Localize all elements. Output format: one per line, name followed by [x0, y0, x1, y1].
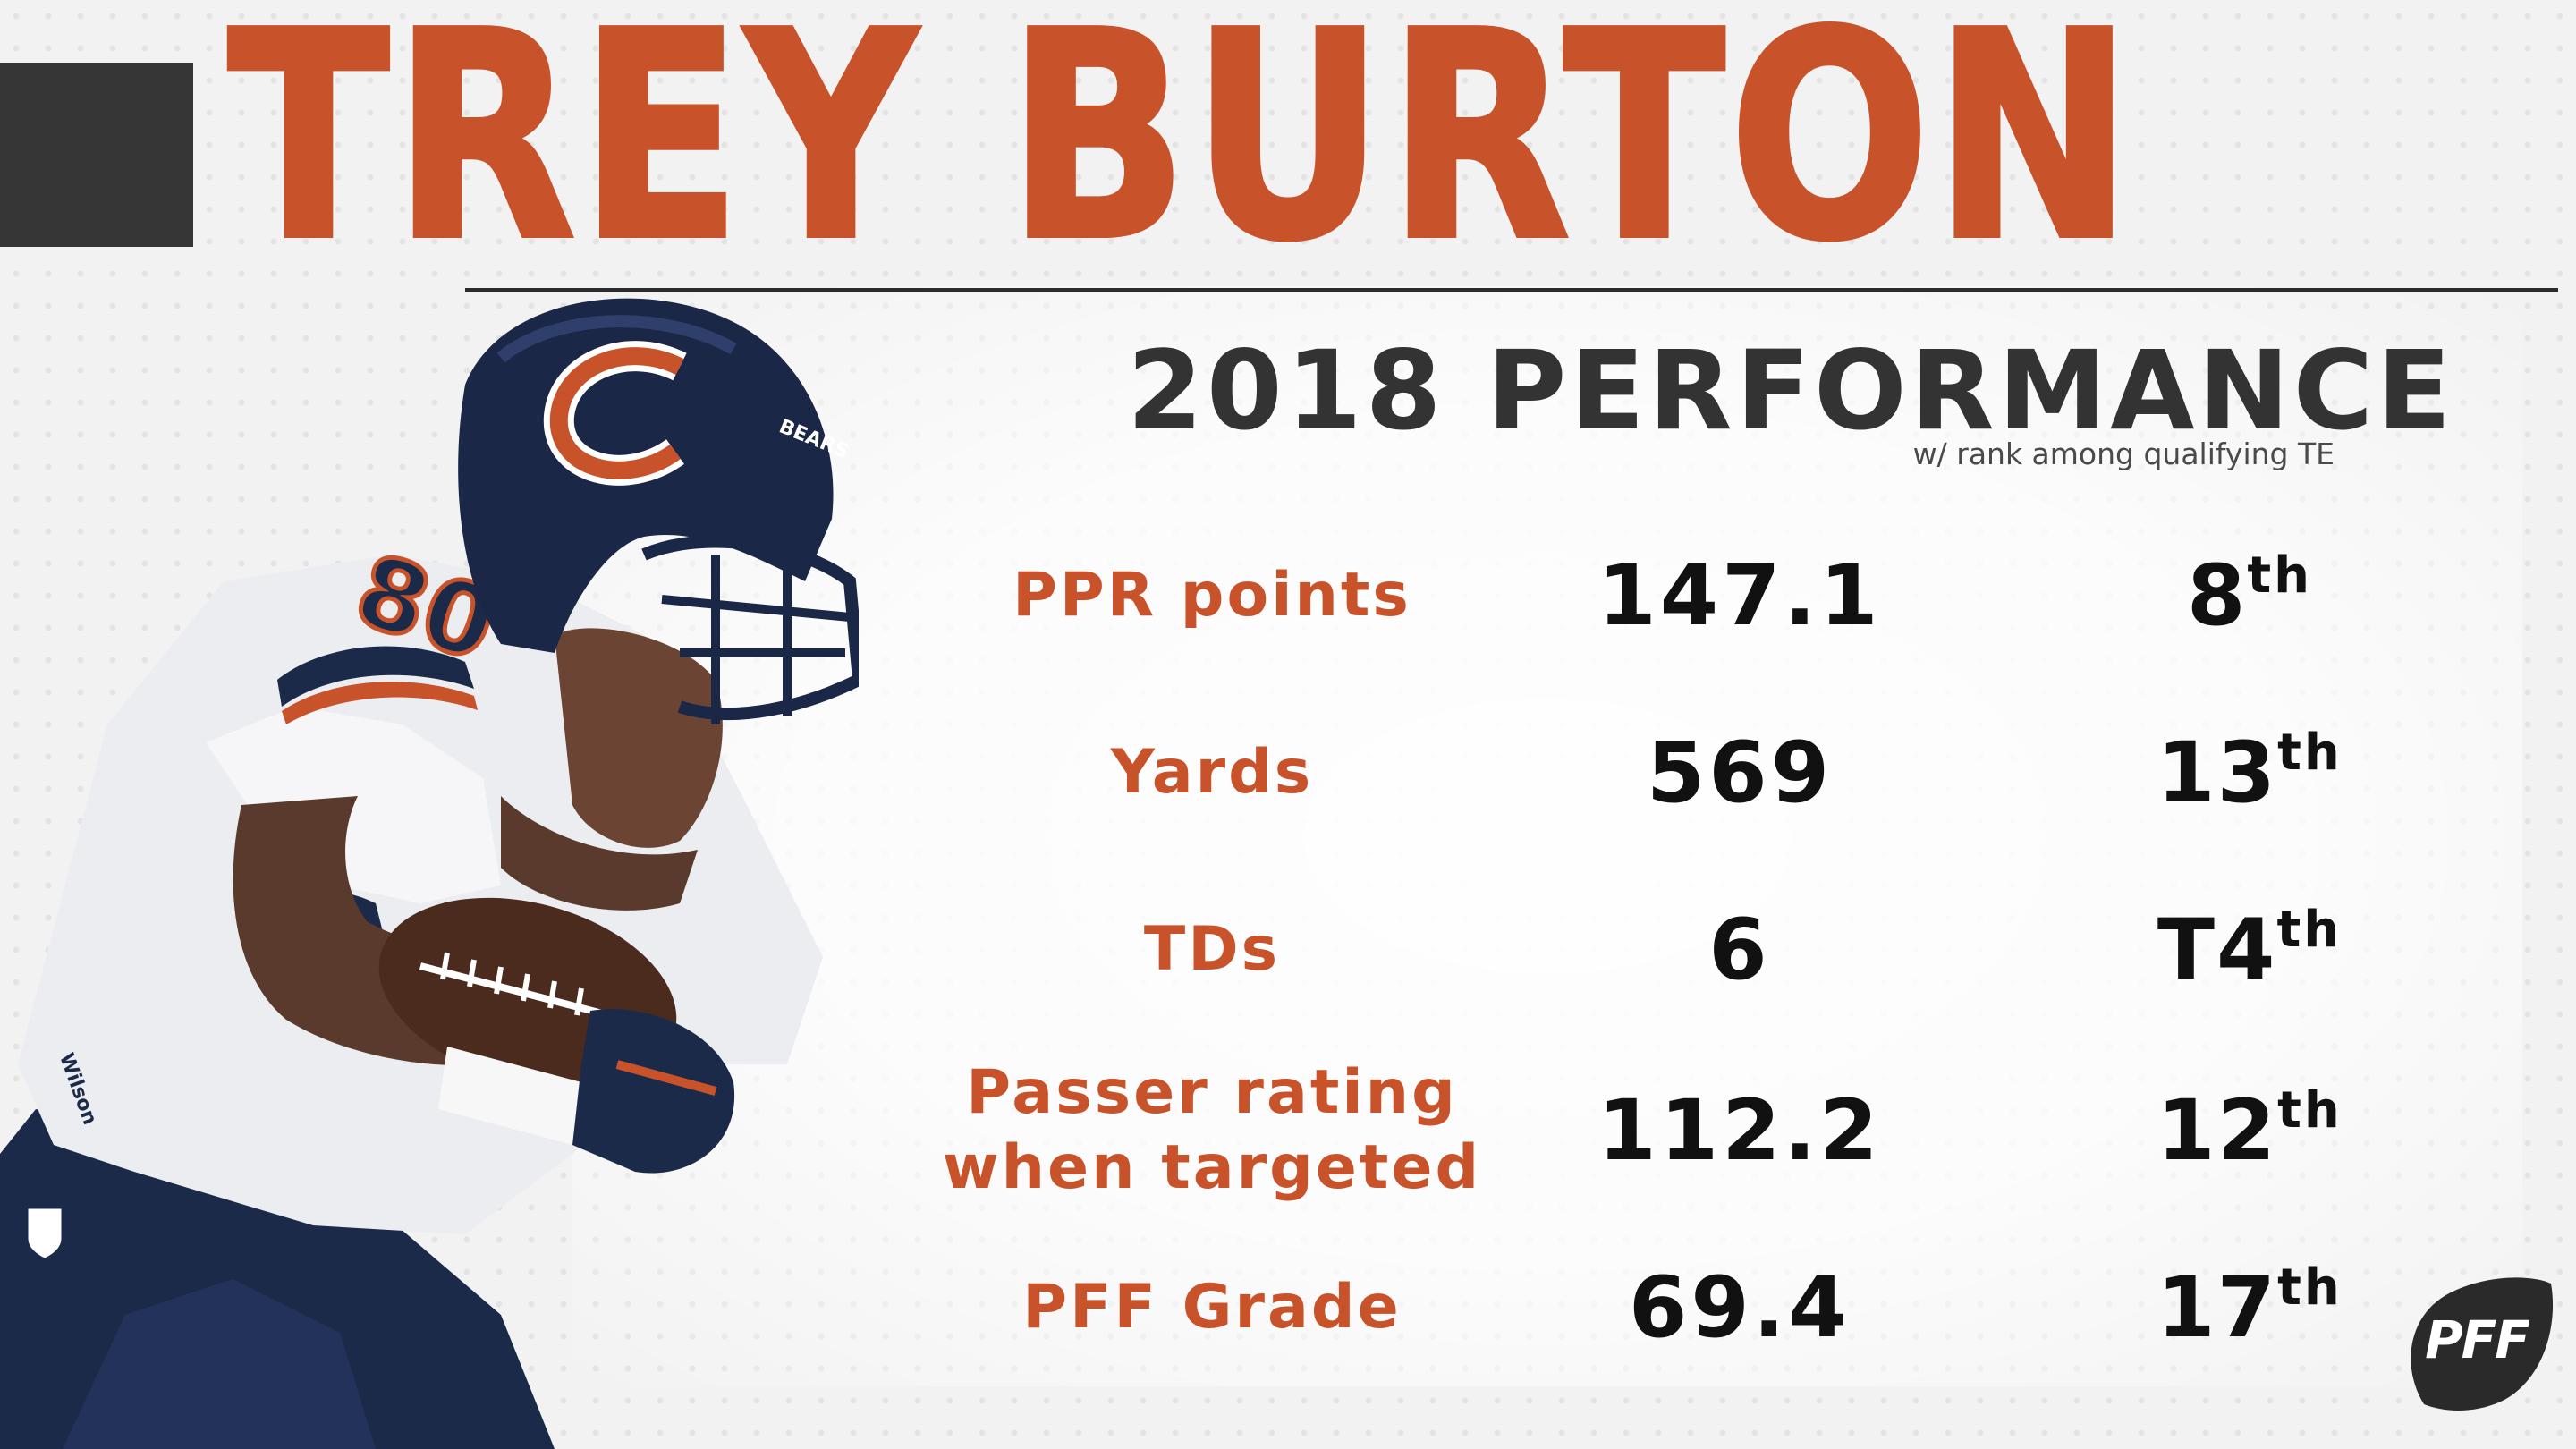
content-panel	[572, 286, 2522, 1386]
stat-rank-tds: T4th	[2157, 901, 2343, 999]
stat-label-passer-rating-line2: when targeted	[942, 1132, 1482, 1203]
stat-value-yards: 569	[1646, 724, 1834, 822]
stat-value-pff-grade: 69.4	[1629, 1259, 1851, 1357]
stat-rank-ppr: 8th	[2186, 547, 2313, 645]
stat-label-tds: TDs	[1143, 914, 1281, 985]
title-divider	[465, 288, 2558, 292]
stat-value-ppr: 147.1	[1597, 547, 1882, 645]
stat-rank-pff-grade: 17th	[2157, 1258, 2343, 1357]
stat-rank-passer-rating: 12th	[2157, 1081, 2343, 1180]
header-accent-block	[0, 63, 193, 247]
player-photo: 80 BEARS Wilson	[0, 298, 859, 1449]
stat-label-passer-rating-line1: Passer rating	[966, 1057, 1458, 1128]
section-title: 2018 PERFORMANCE	[1127, 327, 2455, 454]
pff-logo-icon	[2411, 1277, 2554, 1411]
stat-value-passer-rating: 112.2	[1597, 1082, 1882, 1180]
stat-label-ppr: PPR points	[1013, 560, 1411, 631]
stat-value-tds: 6	[1708, 902, 1771, 999]
stat-rank-yards: 13th	[2157, 724, 2343, 822]
section-subtitle: w/ rank among qualifying TE	[1912, 436, 2334, 471]
stat-label-yards: Yards	[1110, 737, 1314, 808]
player-name-title: TREY BURTON	[226, 0, 2137, 302]
pff-logo-text: PFF	[2425, 1309, 2530, 1370]
stat-label-pff-grade: PFF Grade	[1022, 1272, 1402, 1343]
